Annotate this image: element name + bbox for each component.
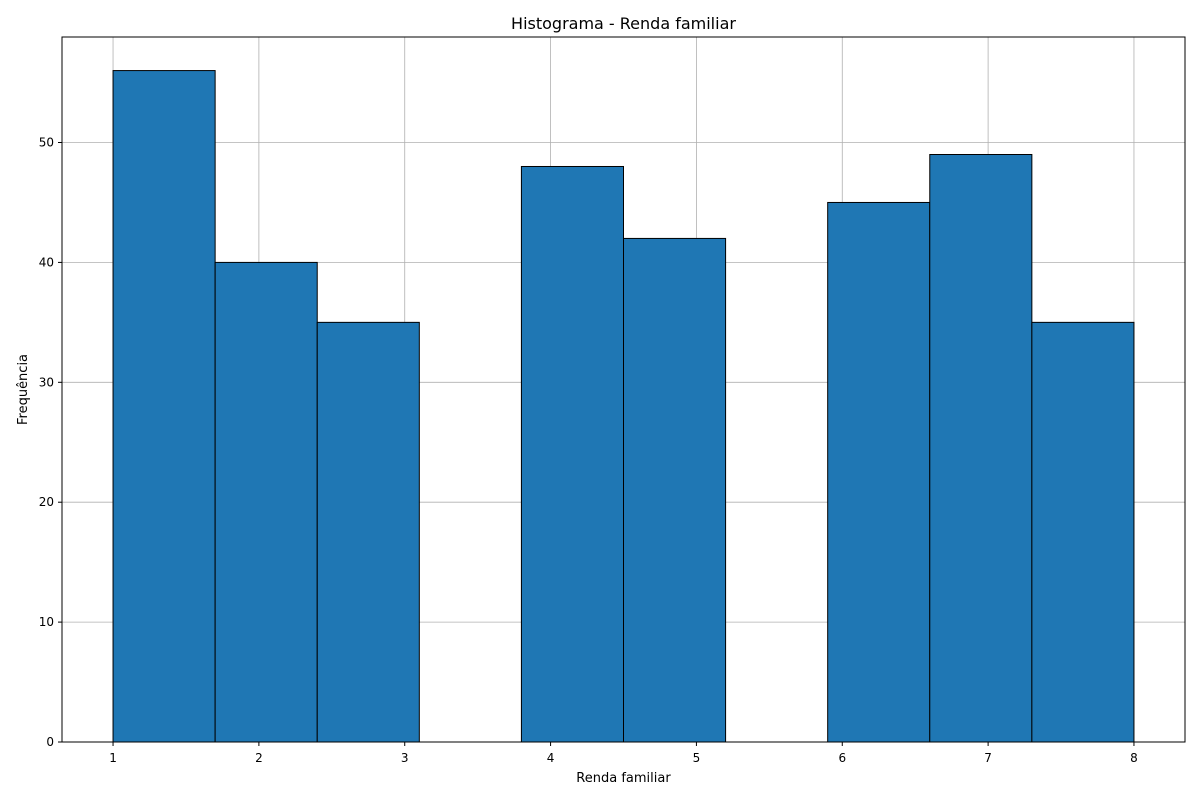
histogram-bar [520,165,625,743]
y-tick-label: 30 [39,375,54,389]
x-tick-label: 1 [109,751,117,765]
x-tick-label: 4 [547,751,555,765]
x-axis-label: Renda familiar [576,771,671,786]
x-tick-label: 7 [984,751,992,765]
x-tick-label: 6 [838,751,846,765]
plot-frame [61,36,1186,743]
histogram-bar [214,261,318,743]
histogram-bar [1031,321,1135,743]
histogram-bar [929,154,1033,743]
x-axis-ticks: 1 2 3 4 5 6 7 8 [109,742,1138,765]
y-axis-label: Frequência [16,354,31,425]
chart-title: Histograma - Renda familiar [511,14,736,33]
x-tick-label: 2 [255,751,263,765]
histogram-bar [316,321,420,743]
y-tick-label: 20 [39,495,54,509]
x-tick-label: 5 [693,751,701,765]
y-tick-label: 40 [39,255,54,269]
histogram-bar [623,237,727,743]
y-tick-label: 0 [46,735,54,749]
y-tick-label: 10 [39,615,54,629]
histogram-bar [112,70,216,743]
bars [112,70,1135,743]
y-tick-label: 50 [39,136,54,150]
x-tick-label: 3 [401,751,409,765]
y-axis-ticks: 0 10 20 30 40 50 [39,136,62,749]
x-tick-label: 8 [1130,751,1138,765]
histogram-bar [827,201,931,743]
